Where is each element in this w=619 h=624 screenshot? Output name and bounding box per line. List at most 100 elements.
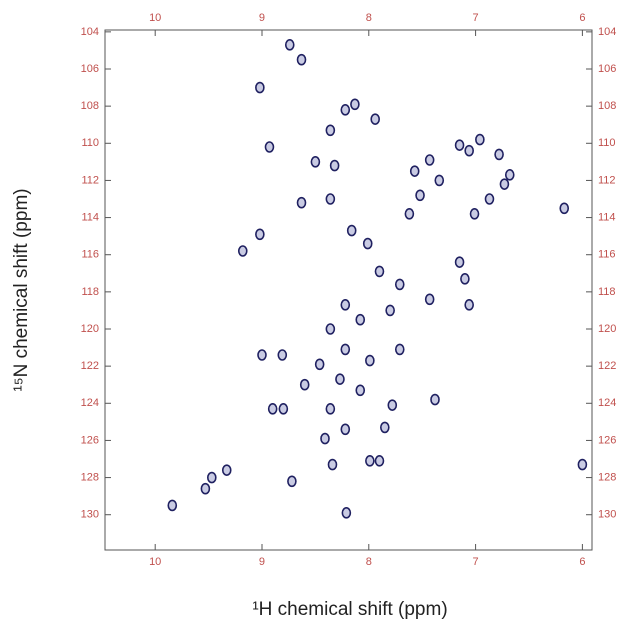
peak (374, 455, 385, 467)
peak (499, 178, 510, 190)
x-tick-label: 7 (473, 556, 479, 568)
x-tick-label: 9 (259, 12, 265, 24)
peak (460, 273, 470, 285)
y-tick-label: 124 (598, 397, 616, 409)
y-tick-label: 116 (81, 249, 99, 261)
peak (314, 358, 325, 371)
y-tick-label: 110 (81, 137, 99, 149)
x-tick-label: 10 (149, 556, 161, 568)
peak (370, 113, 380, 125)
peak (362, 237, 373, 250)
peak (206, 471, 217, 484)
peak (341, 507, 352, 519)
peak (255, 81, 265, 94)
y-tick-label: 106 (598, 63, 616, 75)
peak (167, 499, 178, 512)
y-tick-label: 108 (81, 100, 99, 112)
peak (255, 228, 265, 241)
peak (484, 193, 495, 205)
y-tick-label: 130 (81, 509, 99, 521)
peak (475, 133, 485, 146)
y-axis-label: ¹⁵N chemical shift (ppm) (11, 188, 32, 391)
y-tick-label: 126 (81, 434, 99, 446)
peak (340, 343, 351, 356)
y-tick-label: 112 (598, 174, 616, 186)
peak (365, 354, 375, 367)
x-tick-label: 8 (366, 556, 372, 568)
peak (350, 98, 360, 111)
plot-frame (104, 29, 593, 551)
y-tick-label: 114 (598, 211, 616, 223)
peak (355, 384, 366, 397)
peak (277, 349, 288, 361)
peak (424, 154, 435, 166)
y-tick-label: 112 (81, 174, 99, 186)
y-tick-label: 120 (598, 323, 616, 335)
peak (320, 432, 330, 445)
y-tick-label: 118 (598, 286, 616, 298)
y-tick-label: 108 (598, 100, 616, 112)
peak (415, 189, 425, 202)
peak (424, 293, 435, 306)
peak (355, 313, 366, 326)
peak (278, 403, 289, 415)
x-tick-label: 9 (259, 556, 265, 568)
peak (404, 208, 415, 220)
peak (329, 159, 340, 172)
peak (409, 165, 420, 177)
peak (257, 349, 267, 361)
peak (340, 104, 351, 116)
peak (325, 193, 336, 205)
peak (325, 323, 336, 335)
peak (327, 458, 338, 471)
y-tick-label: 120 (81, 323, 99, 335)
y-tick-label: 126 (598, 434, 616, 446)
peak (430, 393, 440, 406)
y-tick-label: 128 (598, 471, 616, 483)
y-tick-label: 122 (598, 360, 616, 372)
y-tick-label: 110 (598, 137, 616, 149)
peak (237, 245, 248, 257)
y-tick-label: 104 (81, 26, 99, 38)
peak (200, 482, 211, 495)
peak (380, 421, 390, 434)
peak (284, 39, 295, 51)
peak (325, 124, 336, 137)
peak (264, 141, 275, 153)
peak (434, 174, 445, 187)
y-tick-label: 116 (598, 249, 616, 261)
peak (559, 202, 570, 215)
x-axis-label: ¹H chemical shift (ppm) (252, 599, 447, 620)
y-tick-label: 128 (81, 471, 99, 483)
peak (494, 148, 504, 161)
y-tick-label: 106 (81, 63, 99, 75)
peak (296, 196, 307, 209)
peak (365, 455, 375, 467)
peak (340, 299, 351, 311)
x-tick-label: 8 (366, 12, 372, 24)
x-tick-label: 6 (579, 556, 585, 568)
peak (340, 423, 351, 436)
peak (299, 378, 310, 391)
y-tick-label: 118 (81, 286, 99, 298)
peak (287, 475, 297, 488)
x-tick-label: 6 (579, 12, 585, 24)
x-tick-label: 10 (149, 12, 161, 24)
peak (374, 265, 385, 278)
x-tick-label: 7 (473, 12, 479, 24)
y-tick-label: 122 (81, 360, 99, 372)
peak (387, 399, 398, 411)
y-tick-label: 114 (81, 211, 99, 223)
peak (504, 169, 515, 181)
peak (385, 304, 395, 317)
peak (454, 139, 465, 151)
peak (335, 373, 345, 385)
y-tick-label: 104 (598, 26, 616, 38)
peak (346, 224, 357, 237)
peak (310, 156, 321, 168)
peak (325, 403, 336, 415)
y-tick-label: 124 (81, 397, 99, 409)
peak (267, 403, 278, 415)
peak (394, 343, 405, 356)
